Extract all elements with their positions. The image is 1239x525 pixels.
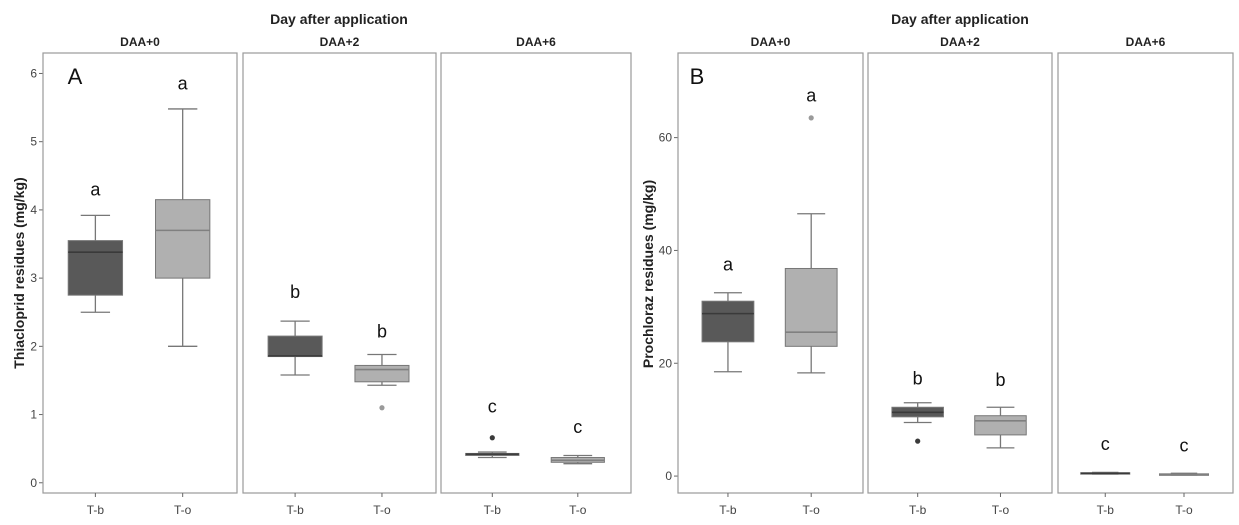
box-t-b: a T-b [67, 179, 124, 517]
x-tick-label: T-o [569, 503, 587, 517]
significance-letter: a [723, 255, 734, 275]
chart-supertitle: Day after application [270, 11, 408, 27]
y-tick-label: 40 [659, 243, 673, 257]
box-t-b: b T-b [891, 368, 944, 517]
y-tick-label: 5 [30, 135, 37, 149]
panel-letter: A [68, 64, 83, 89]
chart-b: Day after application Prochloraz residues… [640, 11, 1234, 517]
box-t-o: b T-o [354, 321, 410, 517]
facet-panel-border [1057, 52, 1234, 494]
outlier-point [808, 115, 814, 121]
x-tick-label: T-b [719, 503, 737, 517]
box-iqr [701, 300, 755, 343]
x-tick-label: T-b [909, 503, 927, 517]
y-tick-label: 60 [659, 131, 673, 145]
facet-strip-label: DAA+2 [940, 35, 980, 49]
facet-strip-label: DAA+6 [516, 35, 556, 49]
box-t-o: a T-o [784, 85, 838, 517]
chart-supertitle: Day after application [891, 11, 1029, 27]
x-tick-label: T-b [286, 503, 304, 517]
facet-strip-label: DAA+6 [1126, 35, 1166, 49]
significance-letter: c [573, 417, 582, 437]
facet-panel-border [440, 52, 632, 494]
box-t-b: b T-b [267, 282, 323, 517]
significance-letter: a [90, 179, 101, 199]
facet-panel-border [42, 52, 238, 494]
x-tick-label: T-b [484, 503, 502, 517]
significance-letter: b [290, 282, 300, 302]
facet-strip-label: DAA+0 [751, 35, 791, 49]
x-tick-label: T-o [373, 503, 391, 517]
facet-daaplus-6: DAA+6 c T-b c T-o [1057, 35, 1234, 517]
facet-strip-label: DAA+2 [320, 35, 360, 49]
facet-daaplus-0: DAA+0 a T-b a T-o [42, 35, 238, 517]
significance-letter: b [995, 370, 1005, 390]
box-t-b: c T-b [1080, 434, 1131, 517]
y-axis-label: Prochloraz residues (mg/kg) [640, 180, 656, 368]
x-tick-label: T-o [174, 503, 192, 517]
significance-letter: b [913, 368, 923, 388]
box-t-o: c T-o [550, 417, 605, 517]
x-tick-label: T-o [1175, 503, 1193, 517]
facet-panel-border [677, 52, 864, 494]
facet-daaplus-0: DAA+0 a T-b a T-o [677, 35, 864, 517]
panel-letter: B [690, 64, 705, 89]
y-tick-label: 0 [665, 469, 672, 483]
box-iqr [974, 415, 1027, 436]
box-iqr [155, 199, 211, 279]
y-tick-label: 3 [30, 271, 37, 285]
box-iqr [67, 240, 124, 296]
box-t-b: a T-b [701, 255, 755, 517]
significance-letter: c [1180, 436, 1189, 456]
y-tick-label: 4 [30, 203, 37, 217]
x-tick-label: T-b [87, 503, 105, 517]
y-tick-label: 0 [30, 476, 37, 490]
facet-panel-border [867, 52, 1053, 494]
significance-letter: c [488, 396, 497, 416]
box-t-b: c T-b [465, 396, 520, 517]
y-tick-label: 2 [30, 339, 37, 353]
box-iqr [267, 335, 323, 358]
box-t-o: c T-o [1159, 436, 1209, 517]
outlier-point [915, 438, 921, 444]
facet-daaplus-2: DAA+2 b T-b b T-o [867, 35, 1053, 517]
facet-daaplus-6: DAA+6 c T-b c T-o [440, 35, 632, 517]
outlier-point [489, 435, 495, 441]
outlier-point [379, 405, 385, 411]
significance-letter: a [806, 85, 817, 105]
y-tick-label: 6 [30, 66, 37, 80]
significance-letter: c [1101, 434, 1110, 454]
box-iqr [354, 364, 410, 383]
y-axis-label: Thiacloprid residues (mg/kg) [11, 177, 27, 368]
significance-letter: b [377, 321, 387, 341]
facet-panel-border [242, 52, 437, 494]
box-t-o: b T-o [974, 370, 1027, 517]
facet-daaplus-2: DAA+2 b T-b b T-o [242, 35, 437, 517]
y-tick-label: 1 [30, 408, 37, 422]
x-tick-label: T-o [992, 503, 1010, 517]
y-tick-label: 20 [659, 356, 673, 370]
chart-a: Day after application Thiacloprid residue… [11, 11, 632, 517]
significance-letter: a [178, 74, 189, 94]
x-tick-label: T-o [803, 503, 821, 517]
facet-strip-label: DAA+0 [120, 35, 160, 49]
box-t-o: a T-o [155, 74, 211, 517]
x-tick-label: T-b [1097, 503, 1115, 517]
box-iqr [784, 267, 838, 347]
